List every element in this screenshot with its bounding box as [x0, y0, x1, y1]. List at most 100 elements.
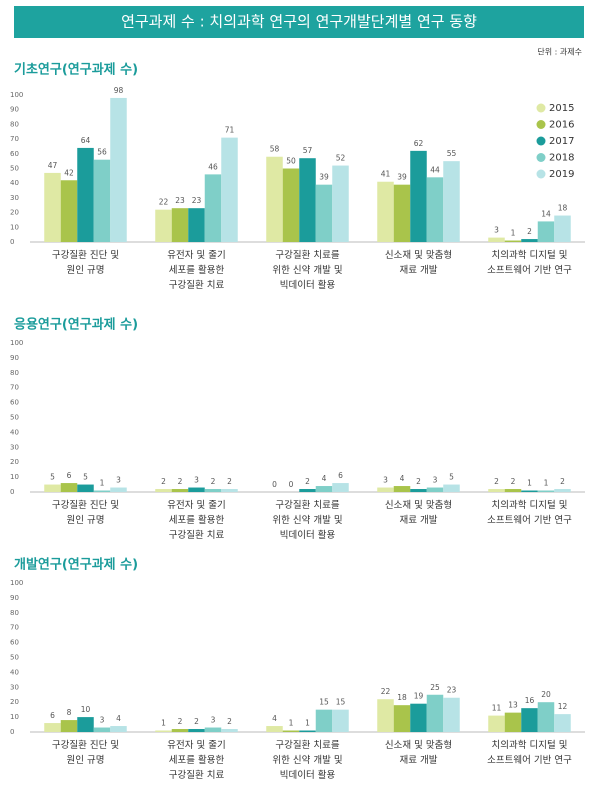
label-line: 소프트웨어 기반 연구 — [487, 754, 572, 766]
y-tick-label: 30 — [10, 683, 19, 691]
y-tick-label: 80 — [10, 120, 19, 128]
label-line: 원인 규명 — [67, 755, 105, 766]
bar — [110, 97, 127, 242]
bar — [393, 486, 411, 492]
value-label: 18 — [397, 693, 407, 702]
x-tick-label: 치의과학 디지털 및 소프트웨어 기반 연구 — [487, 739, 572, 766]
bar — [443, 697, 460, 732]
y-tick-label: 60 — [10, 399, 19, 407]
bar — [554, 714, 571, 732]
bar — [443, 161, 460, 242]
value-label: 13 — [508, 701, 518, 710]
y-tick-label: 80 — [10, 369, 19, 377]
value-label: 2 — [527, 227, 532, 236]
bar — [188, 208, 205, 242]
value-label: 2 — [227, 477, 232, 486]
value-label: 12 — [558, 702, 568, 711]
legend-label: 2015 — [549, 103, 574, 114]
bar — [521, 708, 538, 732]
value-label: 15 — [336, 698, 346, 707]
legend-swatch — [536, 103, 546, 113]
label-line: 빅데이터 활용 — [280, 529, 336, 541]
bar — [443, 484, 460, 492]
label-line: 원인 규명 — [67, 515, 105, 526]
bar — [504, 240, 522, 242]
y-tick-label: 0 — [10, 488, 14, 496]
bar — [554, 215, 571, 242]
y-tick-label: 40 — [10, 179, 19, 187]
y-tick-label: 100 — [10, 339, 23, 347]
bar — [77, 147, 94, 242]
label-line: 유전자 및 줄기 — [167, 739, 225, 751]
value-label: 15 — [319, 698, 329, 707]
bar — [377, 699, 394, 732]
y-tick-label: 0 — [10, 238, 14, 246]
chart-title: 기초연구(연구과제 수) — [14, 63, 138, 78]
page-title: 연구과제 수 : 치의과학 연구의 연구개발단계별 연구 동향 — [121, 13, 477, 31]
value-label: 22 — [159, 198, 169, 207]
y-tick-label: 30 — [10, 443, 19, 451]
y-tick-label: 70 — [10, 135, 19, 143]
bar — [315, 184, 333, 242]
bar — [204, 489, 222, 492]
value-label: 1 — [161, 719, 166, 728]
value-label: 52 — [336, 154, 346, 163]
value-label: 5 — [50, 473, 55, 482]
bar — [393, 705, 411, 732]
x-tick-label: 치의과학 디지털 및 소프트웨어 기반 연구 — [487, 499, 572, 526]
bar — [110, 487, 127, 492]
label-line: 구강질환 진단 및 — [52, 499, 119, 511]
value-label: 0 — [272, 480, 277, 489]
value-label: 2 — [416, 477, 421, 486]
label-line: 세포를 활용한 — [169, 264, 225, 276]
bar — [332, 165, 349, 242]
value-label: 4 — [322, 474, 327, 483]
value-label: 23 — [447, 686, 457, 695]
bar — [110, 726, 127, 732]
y-tick-label: 50 — [10, 165, 19, 173]
bar — [60, 720, 78, 732]
bar — [537, 490, 555, 492]
bar — [488, 237, 505, 242]
y-tick-label: 10 — [10, 473, 19, 481]
label-line: 유전자 및 줄기 — [167, 249, 225, 261]
chart-title: 개발연구(연구과제 수) — [14, 557, 138, 573]
bar — [204, 727, 222, 732]
value-label: 5 — [83, 473, 88, 482]
value-label: 71 — [225, 126, 235, 135]
value-label: 3 — [100, 716, 105, 725]
value-label: 47 — [48, 161, 58, 170]
y-tick-label: 0 — [10, 728, 14, 736]
value-label: 2 — [560, 477, 565, 486]
label-line: 치의과학 디지털 및 — [492, 249, 568, 261]
value-label: 22 — [381, 687, 391, 696]
bar — [93, 490, 111, 492]
bar — [44, 723, 61, 732]
bar — [521, 239, 538, 242]
bar — [488, 715, 505, 732]
label-line: 구강질환 진단 및 — [52, 739, 119, 751]
value-label: 3 — [383, 476, 388, 485]
label-line: 신소재 및 맞춤형 — [385, 249, 452, 261]
value-label: 23 — [175, 196, 185, 205]
label-line: 신소재 및 맞춤형 — [385, 499, 452, 511]
x-tick-label: 유전자 및 줄기 세포를 활용한 구강질환 치료 — [167, 499, 225, 541]
value-label: 41 — [381, 170, 391, 179]
y-tick-label: 60 — [10, 639, 19, 647]
bar — [315, 486, 333, 492]
value-label: 6 — [67, 471, 72, 480]
value-label: 2 — [494, 477, 499, 486]
value-label: 2 — [511, 477, 516, 486]
value-label: 10 — [81, 705, 91, 714]
value-label: 1 — [305, 719, 310, 728]
value-label: 58 — [270, 145, 280, 154]
bar — [221, 137, 238, 242]
y-tick-label: 60 — [10, 150, 19, 158]
bar — [171, 208, 189, 242]
value-label: 1 — [289, 719, 294, 728]
value-label: 1 — [511, 229, 516, 238]
value-label: 2 — [211, 477, 216, 486]
value-label: 64 — [81, 136, 91, 145]
x-tick-label: 구강질환 치료를 위한 신약 개발 및 빅데이터 활용 — [272, 249, 342, 291]
